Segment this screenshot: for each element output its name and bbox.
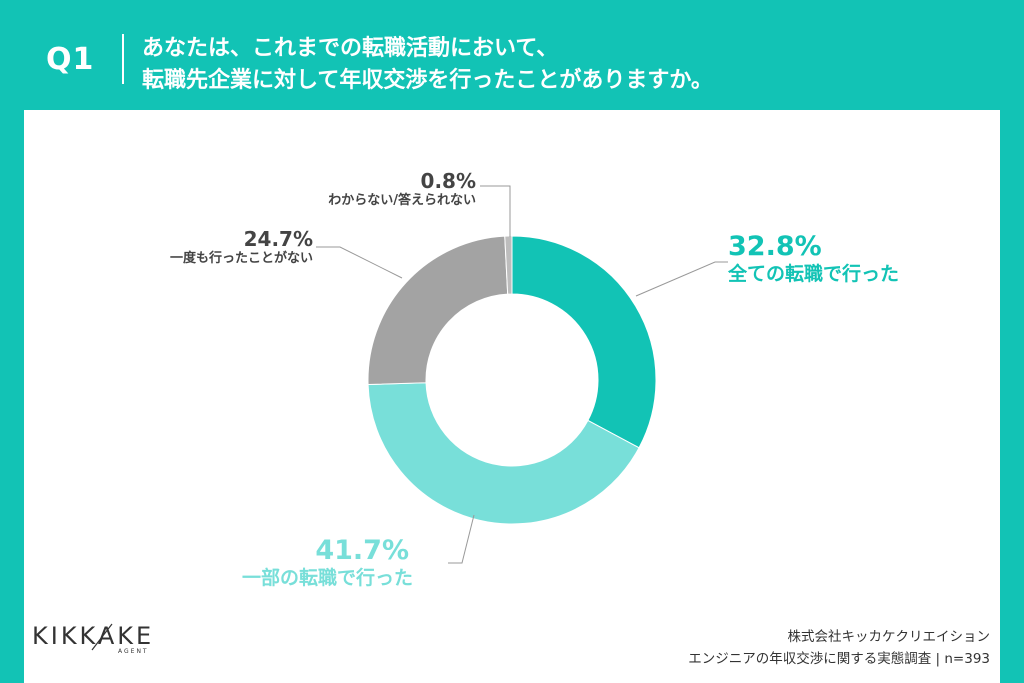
slice-label: 一度も行ったことがない xyxy=(169,251,313,266)
leader-line-unknown xyxy=(480,185,511,237)
slice-label: 一部の転職で行った xyxy=(242,567,414,589)
kikkake-agent-logo: KIKKAKE AGENT xyxy=(32,622,154,655)
slice-value: 41.7% xyxy=(315,535,410,566)
label-some-transitions: 41.7% 一部の転職で行った xyxy=(242,536,413,590)
logo-name: KIKKAKE xyxy=(32,622,155,650)
leader-line-some xyxy=(448,514,475,564)
footer: 株式会社キッカケクリエイション エンジニアの年収交渉に関する実態調査 | n=3… xyxy=(688,626,990,670)
question-number: Q1 xyxy=(46,42,95,77)
leader-line-never xyxy=(316,246,403,279)
question-line-2: 転職先企業に対して年収交渉を行ったことがありますか。 xyxy=(142,68,713,93)
slice-unknown xyxy=(504,235,513,295)
slice-value: 32.8% xyxy=(728,231,822,262)
slice-all-transitions xyxy=(511,235,657,449)
slice-value: 0.8% xyxy=(420,169,476,193)
label-unknown: 0.8% わからない/答えられない xyxy=(296,170,476,210)
logo-slash xyxy=(91,623,113,651)
slice-some-transitions xyxy=(367,382,640,525)
label-all-transitions: 32.8% 全ての転職で行った xyxy=(728,232,899,286)
footer-survey: エンジニアの年収交渉に関する実態調査 | n=393 xyxy=(688,651,990,667)
question-text: あなたは、これまでの転職活動において、 転職先企業に対して年収交渉を行ったことが… xyxy=(142,33,713,97)
logo-sub: AGENT xyxy=(118,648,149,655)
footer-company: 株式会社キッカケクリエイション xyxy=(787,629,991,645)
slice-never xyxy=(367,235,509,386)
slice-label: わからない/答えられない xyxy=(328,193,476,208)
leader-line-all xyxy=(635,261,728,297)
chart-panel xyxy=(24,110,1000,683)
header-divider xyxy=(122,34,124,84)
slice-label: 全ての転職で行った xyxy=(728,263,900,285)
question-line-1: あなたは、これまでの転職活動において、 xyxy=(142,36,559,61)
label-never: 24.7% 一度も行ったことがない xyxy=(143,228,313,268)
header: Q1 あなたは、これまでの転職活動において、 転職先企業に対して年収交渉を行った… xyxy=(0,0,1024,110)
slice-value: 24.7% xyxy=(243,227,313,251)
